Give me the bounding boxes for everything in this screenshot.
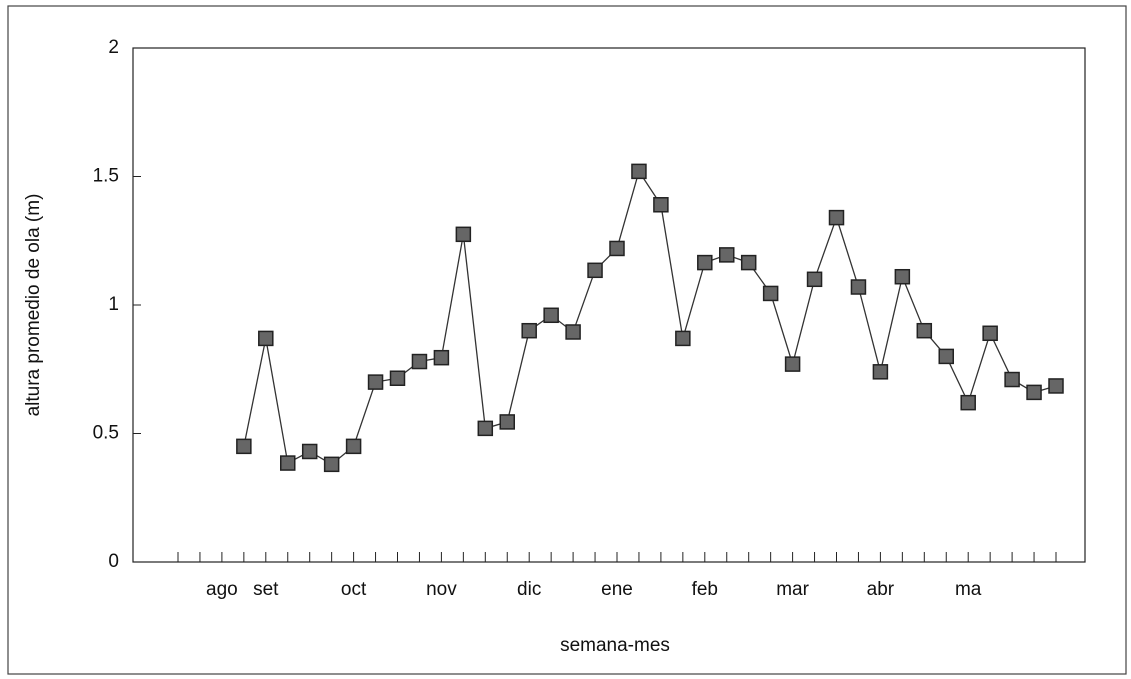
point <box>697 254 713 271</box>
point <box>806 271 823 288</box>
x-tick-label: ene <box>601 579 633 600</box>
point <box>455 226 472 243</box>
point <box>1026 384 1042 401</box>
point <box>675 330 691 347</box>
point <box>258 330 274 347</box>
x-tick-label: feb <box>692 579 718 600</box>
point <box>477 420 494 437</box>
x-tick-label: set <box>253 579 279 600</box>
y-axis-label: altura promedio de ola (m) <box>23 194 44 417</box>
x-axis-label: semana-mes <box>560 635 670 656</box>
point <box>411 353 428 370</box>
point <box>762 285 779 302</box>
x-tick-label: nov <box>426 579 457 600</box>
point <box>433 349 450 366</box>
point <box>916 322 933 339</box>
point <box>719 247 735 263</box>
point <box>938 348 954 365</box>
point <box>301 443 318 460</box>
point <box>631 163 647 180</box>
y-tick-label: 0 <box>108 551 119 572</box>
point <box>499 414 515 430</box>
point <box>894 268 911 285</box>
y-tick-label: 2 <box>108 37 119 58</box>
y-tick-label: 0.5 <box>93 423 119 444</box>
point <box>236 438 252 455</box>
point <box>872 364 889 380</box>
point <box>960 394 976 411</box>
point <box>828 209 845 226</box>
point <box>653 197 669 213</box>
point <box>323 456 340 473</box>
point <box>389 370 406 386</box>
x-tick-label: ma <box>955 579 982 600</box>
point <box>850 279 867 295</box>
point <box>521 322 537 339</box>
point <box>587 262 603 279</box>
point <box>280 455 296 471</box>
point <box>345 438 362 455</box>
x-tick-label: oct <box>341 579 367 600</box>
y-tick-label: 1.5 <box>93 166 119 187</box>
point <box>740 254 757 271</box>
point <box>543 307 559 324</box>
x-tick-label: dic <box>517 579 541 600</box>
point <box>367 374 384 390</box>
point <box>1004 371 1020 388</box>
x-tick-label: mar <box>776 579 809 600</box>
outer-frame <box>7 5 1127 675</box>
x-tick-label: abr <box>867 579 895 600</box>
x-tick-label: ago <box>206 579 238 600</box>
y-tick-label: 1 <box>108 294 119 315</box>
point <box>784 356 801 372</box>
point <box>982 325 998 342</box>
point <box>1048 378 1064 394</box>
point <box>609 240 625 257</box>
point <box>565 324 581 340</box>
